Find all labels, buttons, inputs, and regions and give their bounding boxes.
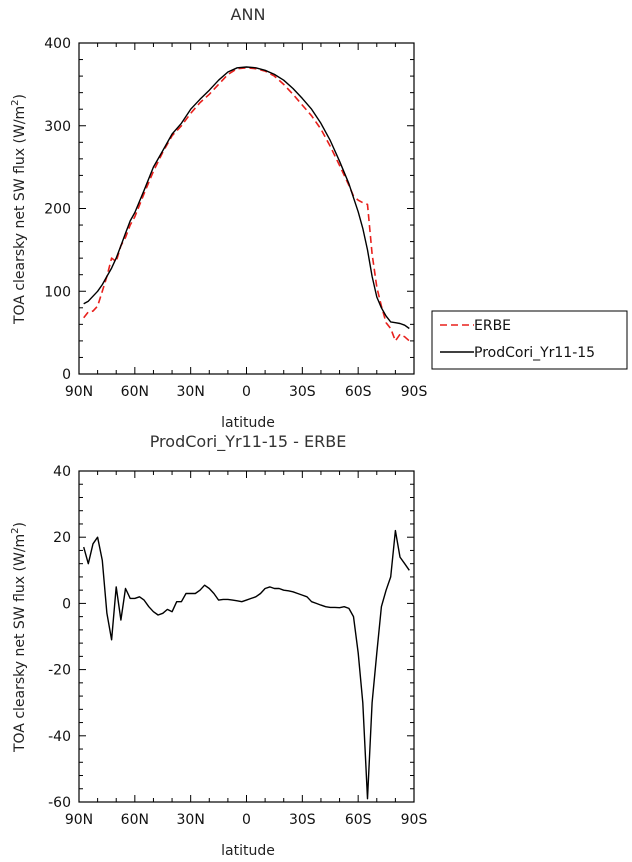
- top-y-tick-label: 0: [62, 367, 71, 383]
- bottom-y-tick-label: 40: [53, 464, 71, 480]
- bottom-x-tick-label: 60S: [345, 812, 372, 828]
- top-x-tick-label: 60S: [345, 384, 372, 400]
- bottom-ticks: 90N 60N 30N 0 30S 60S 90S -60 -40 -20 0 20 40: [48, 464, 427, 828]
- top-x-tick-label: 0: [242, 384, 251, 400]
- bottom-x-tick-label: 0: [242, 812, 251, 828]
- top-y-tick-label: 200: [44, 202, 71, 218]
- bottom-x-tick-label: 30N: [177, 812, 205, 828]
- top-chart-title: ANN: [231, 5, 266, 24]
- bottom-x-tick-label: 30S: [289, 812, 316, 828]
- bottom-y-tick-label: 20: [53, 530, 71, 546]
- top-x-tick-label: 60N: [121, 384, 149, 400]
- bottom-y-tick-label: -20: [48, 663, 71, 679]
- bottom-y-tick-label: 0: [62, 596, 71, 612]
- top-panel: ANN 90N 60N 30N 0 30S 60S 90S 0 100 200 300 400 lat…: [10, 5, 628, 431]
- top-y-tick-label: 100: [44, 284, 71, 300]
- top-y-tick-label: 300: [44, 119, 71, 135]
- bottom-x-tick-label: 60N: [121, 812, 149, 828]
- bottom-series-difference-line: [83, 529, 410, 800]
- legend-label-erbe: ERBE: [474, 318, 511, 334]
- bottom-x-axis-label: latitude: [221, 843, 275, 859]
- bottom-y-axis-label: TOA clearsky net SW flux (W/m2): [10, 522, 28, 753]
- top-series-model-line: [83, 66, 410, 330]
- bottom-y-tick-label: -40: [48, 729, 71, 745]
- bottom-x-tick-label: 90S: [401, 812, 428, 828]
- top-x-tick-label: 90N: [65, 384, 93, 400]
- top-series-erbe-line: [83, 67, 410, 342]
- top-y-axis-label: TOA clearsky net SW flux (W/m2): [10, 94, 28, 325]
- legend-box: [431, 310, 628, 370]
- top-y-tick-label: 400: [44, 36, 71, 52]
- bottom-chart-title: ProdCori_Yr11-15 - ERBE: [150, 432, 347, 452]
- top-x-tick-label: 90S: [401, 384, 428, 400]
- legend: ERBE ProdCori_Yr11-15: [431, 310, 628, 370]
- top-x-tick-label: 30N: [177, 384, 205, 400]
- top-x-tick-label: 30S: [289, 384, 316, 400]
- bottom-x-tick-label: 90N: [65, 812, 93, 828]
- bottom-plot-frame: [78, 470, 415, 803]
- bottom-series: [83, 529, 410, 800]
- top-series: [83, 66, 410, 342]
- bottom-panel: ProdCori_Yr11-15 - ERBE 90N 60N 30N 0 30S 60S…: [10, 432, 427, 859]
- bottom-y-tick-label: -60: [48, 795, 71, 811]
- legend-label-model: ProdCori_Yr11-15: [474, 345, 595, 361]
- top-x-axis-label: latitude: [221, 415, 275, 431]
- top-ticks: 90N 60N 30N 0 30S 60S 90S 0 100 200 300 400: [44, 36, 427, 400]
- top-plot-frame: [78, 42, 415, 375]
